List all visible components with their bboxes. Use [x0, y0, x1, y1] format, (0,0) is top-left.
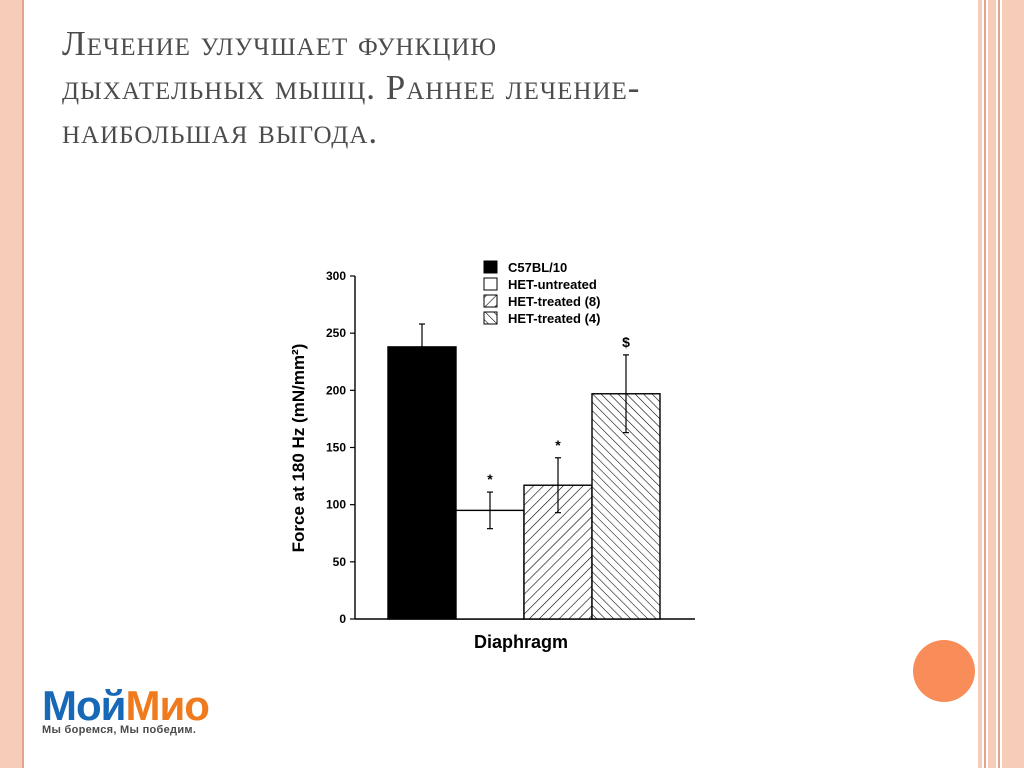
force-bar-chart: 0 50 100 150 200 250 300 * * $ C57BL/10 HET-untreat…: [272, 252, 702, 660]
legend-swatch: [483, 294, 498, 308]
logo-word-part2: Мио: [125, 682, 209, 729]
right-decor-stripe: [1002, 0, 1024, 768]
title-line-3: наибольшая выгода.: [62, 112, 379, 151]
legend-label: HET-untreated: [508, 277, 597, 292]
y-tick-label: 250: [326, 326, 346, 340]
significance-marker: *: [555, 437, 561, 453]
chart-svg: 0 50 100 150 200 250 300 * * $ C57BL/10 HET-untreat…: [289, 260, 695, 652]
slide: [24, 0, 978, 768]
right-decor-line: [984, 0, 986, 768]
significance-marker: $: [622, 334, 630, 350]
legend-swatch: [483, 311, 498, 325]
slide-title: Лечение улучшает функцию дыхательных мыш…: [62, 22, 882, 154]
logo-wordmark: МойМио: [42, 684, 282, 728]
left-decor-line: [22, 0, 24, 768]
legend-swatch: [483, 260, 498, 274]
legend-label: HET-treated (8): [508, 294, 600, 309]
legend-label: HET-treated (4): [508, 311, 600, 326]
bar: [387, 346, 457, 620]
y-tick-label: 200: [326, 383, 346, 397]
moymio-logo: МойМио Мы боремся, Мы победим.: [42, 684, 282, 740]
left-decor-stripe: [0, 0, 22, 768]
right-decor-stripe: [978, 0, 982, 768]
decor-circle: [913, 640, 975, 702]
y-tick-label: 300: [326, 269, 346, 283]
right-decor-line: [998, 0, 1000, 768]
title-line-2: дыхательных мышц. Раннее лечение-: [62, 68, 641, 107]
title-line-1: Лечение улучшает функцию: [62, 24, 498, 63]
y-tick-label: 150: [326, 441, 346, 455]
legend-swatch: [483, 277, 498, 291]
logo-tagline: Мы боремся, Мы победим.: [42, 724, 197, 736]
y-tick-label: 0: [339, 612, 346, 626]
significance-marker: *: [487, 471, 493, 487]
y-tick-label: 50: [333, 555, 347, 569]
x-axis-label: Diaphragm: [474, 632, 568, 652]
y-axis-label: Force at 180 Hz (mN/mm²): [289, 344, 308, 553]
logo-word-part1: Мой: [42, 682, 126, 729]
legend-label: C57BL/10: [508, 260, 567, 275]
y-tick-label: 100: [326, 498, 346, 512]
right-decor-stripe: [988, 0, 996, 768]
